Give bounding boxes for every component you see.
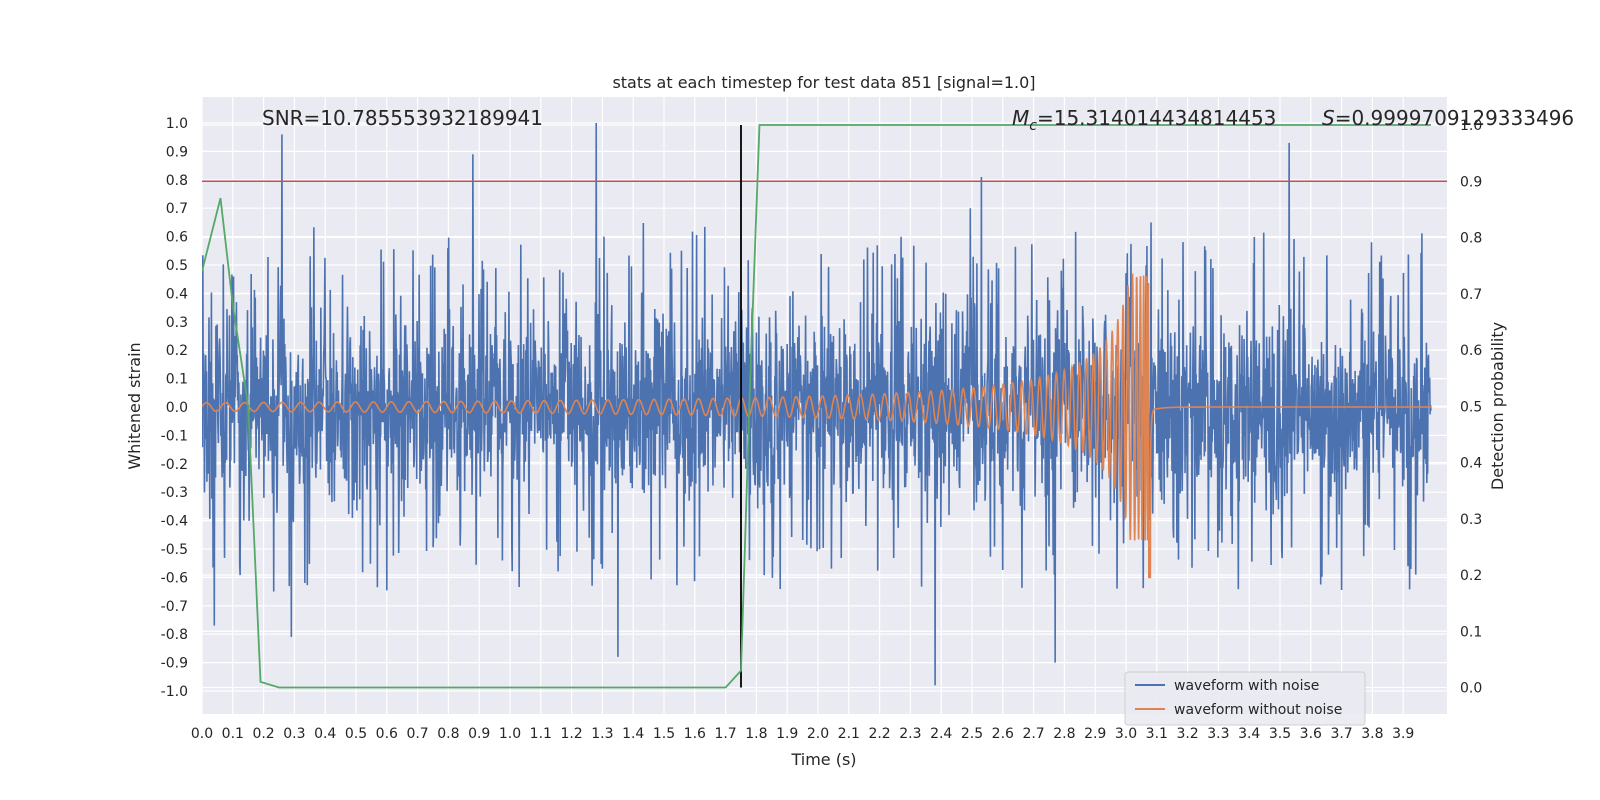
y-left-tick-label: -0.4 <box>161 514 188 530</box>
y-right-tick-label: 0.3 <box>1460 512 1482 528</box>
y-left-tick-label: 0.5 <box>166 258 188 274</box>
y-right-tick-label: 0.8 <box>1460 231 1482 247</box>
x-tick-label: 1.3 <box>591 726 613 742</box>
y-left-tick-label: 0.4 <box>166 286 188 302</box>
y-right-tick-label: 0.1 <box>1460 624 1482 640</box>
y-left-tick-label: -1.0 <box>161 684 188 700</box>
x-tick-label: 0.5 <box>345 726 367 742</box>
x-tick-label: 3.9 <box>1392 726 1414 742</box>
x-tick-label: 1.2 <box>560 726 582 742</box>
x-tick-label: 0.4 <box>314 726 336 742</box>
x-tick-label: 2.3 <box>899 726 921 742</box>
s-symbol: S <box>1322 106 1335 130</box>
x-tick-label: 0.8 <box>437 726 459 742</box>
x-tick-label: 1.0 <box>499 726 521 742</box>
x-tick-label: 2.2 <box>868 726 890 742</box>
legend-label-clean: waveform without noise <box>1174 702 1342 718</box>
x-tick-label: 2.0 <box>807 726 829 742</box>
x-tick-label: 3.2 <box>1176 726 1198 742</box>
y-left-tick-label: 0.6 <box>166 230 188 246</box>
y-left-tick-label: -0.6 <box>161 570 188 586</box>
y-left-tick-label: -0.5 <box>161 542 188 558</box>
x-tick-label: 3.8 <box>1361 726 1383 742</box>
x-tick-label: 1.1 <box>530 726 552 742</box>
y-left-tick-label: 0.1 <box>166 372 188 388</box>
x-tick-label: 2.7 <box>1022 726 1044 742</box>
x-tick-label: 0.1 <box>222 726 244 742</box>
series-waveform-with-noise <box>202 122 1432 686</box>
y-right-tick-label: 0.6 <box>1460 343 1482 359</box>
x-tick-label: 0.2 <box>252 726 274 742</box>
snr-annotation: SNR=10.785553932189941 <box>262 106 543 130</box>
x-tick-label: 3.4 <box>1238 726 1260 742</box>
x-tick-label: 3.0 <box>1115 726 1137 742</box>
chirp-mass-subscript: c <box>1029 118 1037 134</box>
y-right-tick-label: 0.7 <box>1460 287 1482 303</box>
x-tick-label: 1.8 <box>745 726 767 742</box>
y-right-tick-label: 0.9 <box>1460 174 1482 190</box>
x-tick-label: 1.7 <box>714 726 736 742</box>
y-right-tick-label: 1.0 <box>1460 118 1482 134</box>
x-tick-label: 0.3 <box>283 726 305 742</box>
y-left-tick-label: 0.8 <box>166 173 188 189</box>
legend-label-noise: waveform with noise <box>1174 678 1319 694</box>
x-tick-label: 2.6 <box>992 726 1014 742</box>
series-waveform-without-noise <box>202 273 1431 579</box>
y-left-tick-label: 1.0 <box>166 116 188 132</box>
chirp-mass-annotation: Mc=15.314014434814453 <box>1012 106 1276 134</box>
y-left-tick-label: 0.2 <box>166 343 188 359</box>
y-right-tick-label: 0.4 <box>1460 456 1482 472</box>
y-left-tick-label: -0.9 <box>161 656 188 672</box>
x-axis-label: Time (s) <box>790 750 856 769</box>
s-annotation: S=0.9999709129333496 <box>1322 106 1574 130</box>
chirp-mass-value: =15.314014434814453 <box>1037 106 1276 130</box>
x-tick-label: 1.5 <box>653 726 675 742</box>
y-left-tick-label: -0.3 <box>161 485 188 501</box>
legend: waveform with noise waveform without noi… <box>1124 671 1366 726</box>
x-tick-label: 0.9 <box>468 726 490 742</box>
x-tick-label: 2.9 <box>1084 726 1106 742</box>
y-right-tick-label: 0.5 <box>1460 399 1482 415</box>
y-left-tick-label: -0.7 <box>161 599 188 615</box>
y-left-tick-label: -0.8 <box>161 627 188 643</box>
y-right-tick-label: 0.2 <box>1460 568 1482 584</box>
x-tick-label: 2.1 <box>838 726 860 742</box>
x-tick-label: 2.8 <box>1053 726 1075 742</box>
x-tick-label: 3.1 <box>1146 726 1168 742</box>
chirp-mass-symbol: M <box>1012 106 1029 130</box>
y-axis-label-left: Whitened strain <box>125 342 144 469</box>
x-tick-label: 0.0 <box>191 726 213 742</box>
y-left-tick-label: -0.2 <box>161 457 188 473</box>
x-tick-label: 0.7 <box>406 726 428 742</box>
x-tick-label: 2.4 <box>930 726 952 742</box>
x-tick-label: 3.5 <box>1269 726 1291 742</box>
svg-text:Mc=15.314014434814453: Mc=15.314014434814453 <box>1012 106 1276 134</box>
svg-text:S=0.9999709129333496: S=0.9999709129333496 <box>1322 106 1574 130</box>
x-tick-label: 1.4 <box>622 726 644 742</box>
x-tick-label: 2.5 <box>961 726 983 742</box>
y-left-tick-label: 0.3 <box>166 315 188 331</box>
tick-labels: 0.0 0.1 0.2 0.3 0.4 0.5 0.6 0.7 0.8 0.9 1.0 1.1 1.2 1… <box>161 116 1483 742</box>
y-left-tick-label: 0.9 <box>166 144 188 160</box>
x-tick-label: 1.6 <box>684 726 706 742</box>
y-left-tick-label: 0.7 <box>166 201 188 217</box>
legend-box <box>1124 671 1366 726</box>
y-left-tick-label: -0.1 <box>161 428 188 444</box>
x-tick-label: 3.3 <box>1207 726 1229 742</box>
y-right-tick-label: 0.0 <box>1460 681 1482 697</box>
y-left-tick-label: 0.0 <box>166 400 188 416</box>
series-detection-probability <box>202 124 1431 689</box>
y-axis-label-right: Detection probability <box>1488 322 1507 490</box>
x-tick-label: 1.9 <box>776 726 798 742</box>
x-tick-label: 3.7 <box>1330 726 1352 742</box>
plot-area <box>202 122 1447 689</box>
s-value: =0.9999709129333496 <box>1335 106 1574 130</box>
x-tick-label: 0.6 <box>376 726 398 742</box>
x-tick-label: 3.6 <box>1300 726 1322 742</box>
chart-title: stats at each timestep for test data 851… <box>612 73 1035 92</box>
